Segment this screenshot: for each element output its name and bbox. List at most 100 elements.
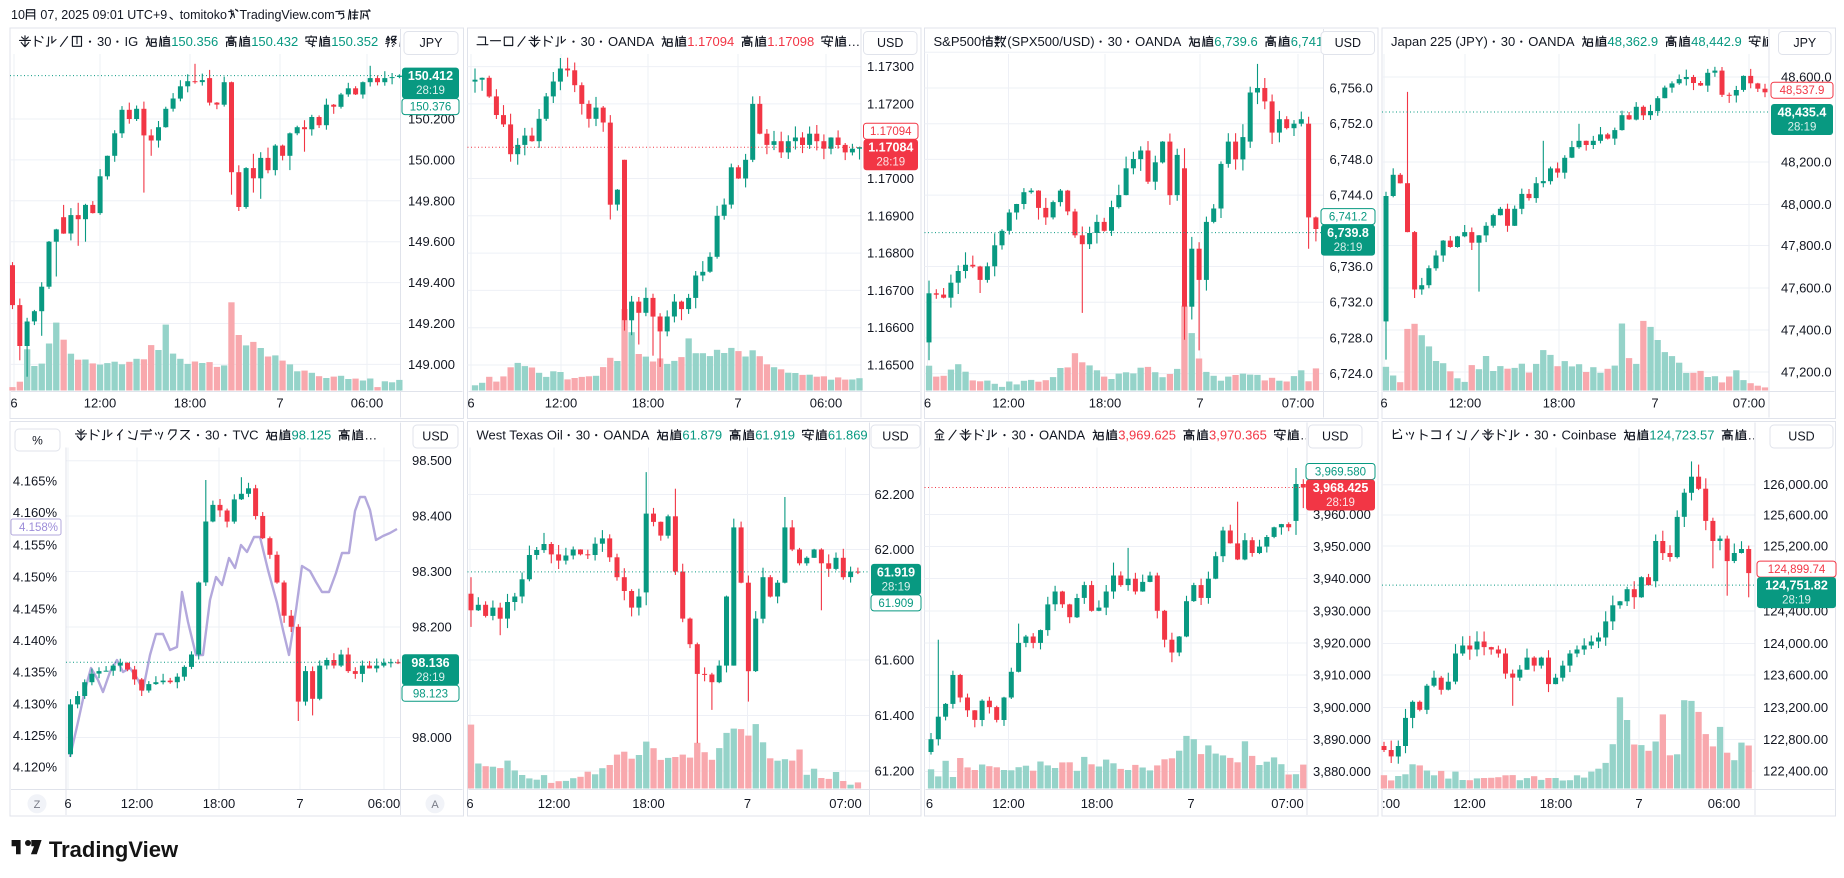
svg-text:30: 30 [97,34,111,49]
svg-text:3,969.580: 3,969.580 [1315,467,1366,479]
svg-text:6: 6 [467,396,474,411]
svg-text:4.155%: 4.155% [13,538,58,553]
svg-text:6: 6 [924,396,931,411]
svg-text:3,930.000: 3,930.000 [1313,604,1371,619]
svg-text:149.800: 149.800 [408,193,455,208]
svg-text:06:00: 06:00 [1708,796,1741,811]
svg-text:JPY: JPY [1793,36,1817,50]
svg-text:12:00: 12:00 [84,396,117,411]
svg-text:61.909: 61.909 [878,598,913,610]
svg-text:61.919: 61.919 [755,428,795,443]
svg-text:12:00: 12:00 [992,796,1025,811]
svg-text:48,362.9: 48,362.9 [1608,34,1659,49]
svg-text:…: … [1300,428,1313,443]
svg-text:TradingView.com: TradingView.com [240,8,335,22]
svg-text:TVC: TVC [233,428,259,443]
svg-text:USD: USD [882,430,908,444]
svg-text:30: 30 [1534,428,1548,443]
svg-text:7: 7 [296,796,303,811]
svg-text:…: … [1747,428,1760,443]
svg-text:61.919: 61.919 [877,565,915,579]
svg-text:USD: USD [422,430,448,444]
svg-text:3,960.000: 3,960.000 [1313,507,1371,522]
svg-text:61.200: 61.200 [875,764,915,779]
svg-text:12:00: 12:00 [545,396,578,411]
svg-text:98.400: 98.400 [412,509,452,524]
svg-text:12:00: 12:00 [538,796,571,811]
svg-text:30: 30 [1108,34,1122,49]
svg-text:4.125%: 4.125% [13,728,58,743]
svg-text:3,920.000: 3,920.000 [1313,636,1371,651]
svg-text:48,537.9: 48,537.9 [1780,85,1825,97]
svg-text:4.130%: 4.130% [13,697,58,712]
svg-text:Z: Z [34,799,41,811]
svg-text:OANDA: OANDA [608,34,655,49]
svg-text:150.000: 150.000 [408,152,455,167]
svg-text:7: 7 [1635,796,1642,811]
svg-text:USD: USD [1335,36,1361,50]
svg-text:48,435.4: 48,435.4 [1778,106,1827,120]
svg-text:18:00: 18:00 [174,396,207,411]
svg-text:1.17200: 1.17200 [867,96,914,111]
svg-text:USD: USD [877,36,903,50]
svg-text:47,200.0: 47,200.0 [1781,365,1832,380]
svg-text:6: 6 [10,396,17,411]
svg-text:28:19: 28:19 [1782,595,1811,607]
svg-text:98.136: 98.136 [411,656,449,670]
svg-text:149.000: 149.000 [408,357,455,372]
svg-text:3,940.000: 3,940.000 [1313,571,1371,586]
svg-text:07:00: 07:00 [829,796,862,811]
svg-text:47,400.0: 47,400.0 [1781,323,1832,338]
svg-text:06:00: 06:00 [368,796,401,811]
svg-text:149.200: 149.200 [408,316,455,331]
svg-text::00: :00 [1382,796,1400,811]
svg-text:150.432: 150.432 [251,34,298,49]
svg-text:28:19: 28:19 [882,581,911,593]
svg-text:USD: USD [1322,430,1348,444]
svg-text:1.17098: 1.17098 [767,34,814,49]
svg-text:123,200.00: 123,200.00 [1763,700,1828,715]
svg-text:7: 7 [1196,396,1203,411]
svg-text:7: 7 [1187,796,1194,811]
svg-text:98.000: 98.000 [412,730,452,745]
svg-text:61.869…: 61.869… [828,428,881,443]
svg-text:6,752.0: 6,752.0 [1330,116,1373,131]
svg-text:28:19: 28:19 [1788,122,1817,134]
svg-text:1.16800: 1.16800 [867,246,914,261]
svg-text:122,400.00: 122,400.00 [1763,764,1828,779]
svg-text:4.150%: 4.150% [13,570,58,585]
svg-text:28:19: 28:19 [1326,497,1355,509]
svg-text:(SPX500/USD): (SPX500/USD) [1007,34,1094,49]
svg-text:7: 7 [744,796,751,811]
svg-text:30: 30 [576,428,590,443]
svg-text:124,000.00: 124,000.00 [1763,636,1828,651]
svg-text:98.125: 98.125 [292,428,332,443]
svg-text:122,800.00: 122,800.00 [1763,732,1828,747]
svg-text:tomitoko: tomitoko [180,8,227,22]
svg-text:1.16600: 1.16600 [867,320,914,335]
svg-text:30: 30 [1012,428,1026,443]
svg-text:JPY: JPY [420,36,444,50]
svg-text:48,600.0: 48,600.0 [1781,70,1832,85]
svg-text:6: 6 [1380,396,1387,411]
svg-text:12:00: 12:00 [992,396,1025,411]
svg-text:Japan 225 (JPY): Japan 225 (JPY) [1391,34,1488,49]
svg-text:OANDA: OANDA [603,428,650,443]
svg-text:1.17094: 1.17094 [870,126,912,138]
svg-text:150.376: 150.376 [410,102,452,114]
svg-text:…: … [364,428,377,443]
svg-text:1.16700: 1.16700 [867,283,914,298]
svg-text:6,748.0: 6,748.0 [1330,152,1373,167]
svg-text:125,200.00: 125,200.00 [1763,539,1828,554]
svg-text:OANDA: OANDA [1135,34,1182,49]
svg-text:07, 2025 09:01 UTC+9: 07, 2025 09:01 UTC+9 [40,8,167,22]
svg-text:62.200: 62.200 [875,487,915,502]
svg-text:30: 30 [205,428,219,443]
svg-text:12:00: 12:00 [121,796,154,811]
svg-text:3,968.425: 3,968.425 [1313,481,1369,495]
svg-text:48,000.0: 48,000.0 [1781,197,1832,212]
svg-text:3,900.000: 3,900.000 [1313,700,1371,715]
svg-text:150.200: 150.200 [408,112,455,127]
svg-text:149.400: 149.400 [408,275,455,290]
svg-text:61.600: 61.600 [875,653,915,668]
